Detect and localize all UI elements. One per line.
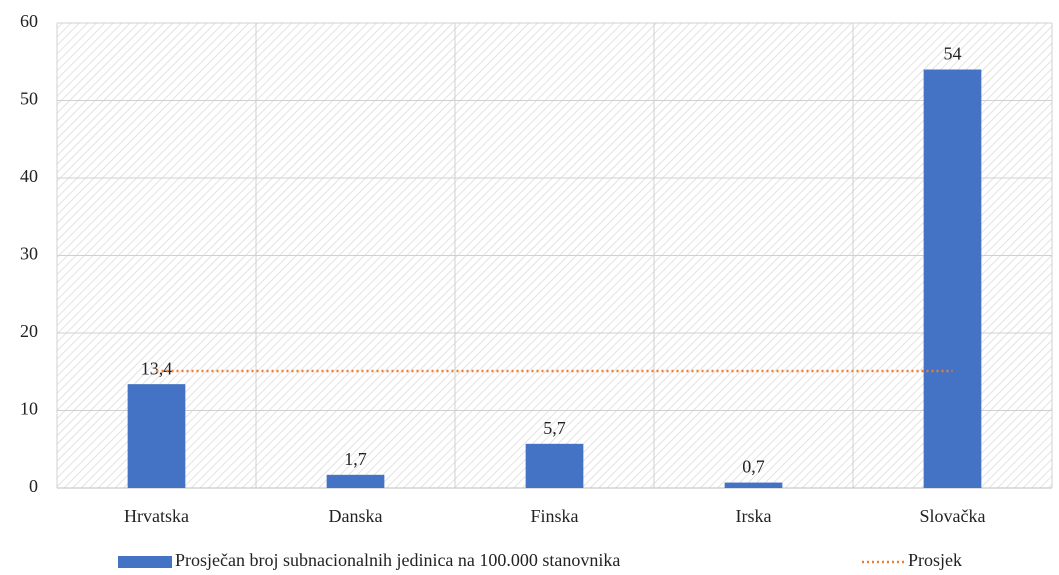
bar: [525, 443, 584, 488]
bar: [923, 69, 982, 488]
bar: [724, 482, 783, 488]
y-tick-label: 0: [29, 476, 38, 496]
legend-label: Prosječan broj subnacionalnih jedinica n…: [175, 550, 620, 570]
value-label: 1,7: [344, 449, 367, 469]
y-tick-label: 20: [20, 321, 38, 341]
y-tick-label: 40: [20, 166, 38, 186]
y-tick-label: 50: [20, 89, 38, 109]
x-tick-label: Hrvatska: [124, 506, 189, 526]
y-tick-label: 10: [20, 399, 38, 419]
bar: [127, 384, 186, 488]
legend-swatch: [118, 556, 172, 568]
x-tick-label: Irska: [736, 506, 772, 526]
x-tick-label: Danska: [329, 506, 383, 526]
bar: [326, 474, 385, 488]
x-tick-label: Finska: [530, 506, 578, 526]
value-label: 0,7: [742, 457, 765, 477]
x-tick-label: Slovačka: [920, 506, 986, 526]
y-tick-label: 60: [20, 11, 38, 31]
y-tick-label: 30: [20, 244, 38, 264]
value-label: 5,7: [543, 418, 566, 438]
value-label: 13,4: [141, 358, 173, 378]
value-label: 54: [944, 44, 962, 64]
legend-label: Prosjek: [908, 550, 962, 570]
